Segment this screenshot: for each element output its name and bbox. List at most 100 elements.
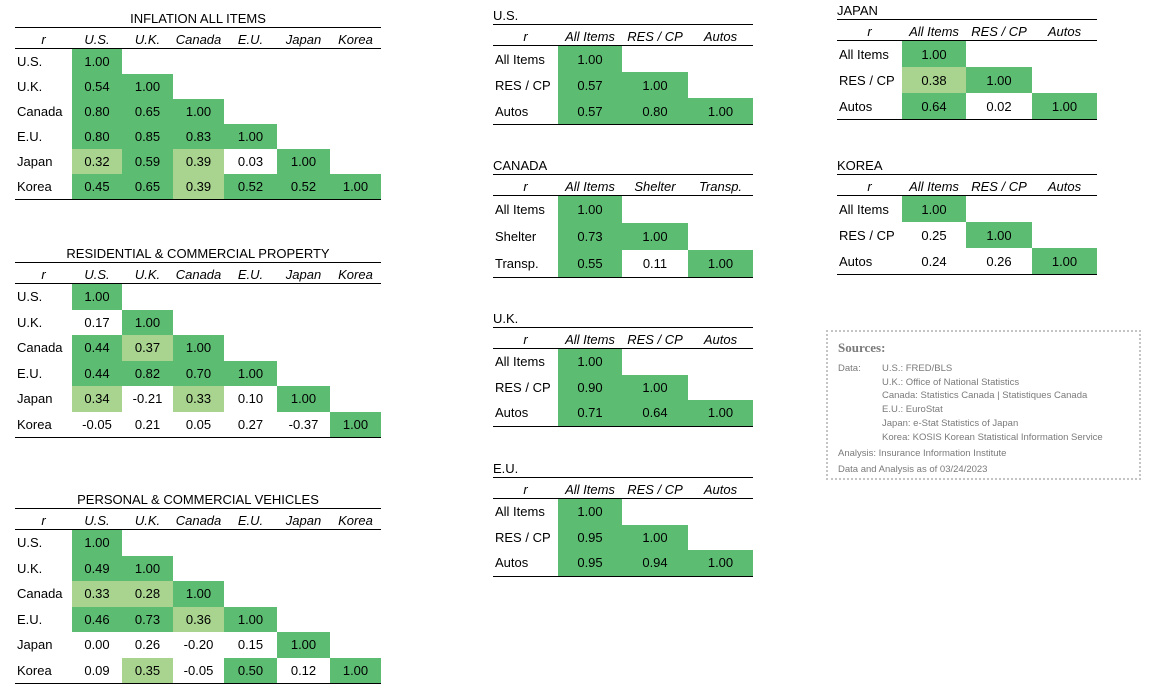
table-title: U.K. [493,310,753,328]
correlation-cell: 0.44 [72,335,122,361]
correlation-cell: 1.00 [688,98,753,125]
row-label: RES / CP [839,227,895,243]
correlation-cell [173,530,224,556]
column-header: RES / CP [622,25,688,46]
correlation-cell [277,74,330,99]
correlation-cell [688,375,753,401]
table-row: U.K. 0.54 1.00 [15,74,381,99]
table-res-com-property: RESIDENTIAL & COMMERCIAL PROPERTY r U.S. U.… [15,245,381,438]
correlation-cell: 1.00 [72,529,122,556]
correlation-cell: 0.80 [622,98,688,125]
correlation-cell: 1.00 [688,550,753,577]
column-header: All Items [558,478,622,499]
correlation-cell: 0.46 [72,606,122,632]
row-label: Autos [493,550,558,577]
correlation-cell: 0.65 [122,99,173,124]
row-label: Canada [17,104,63,119]
header-row: r All Items RES / CP Autos [837,175,1097,196]
correlation-cell: 0.71 [558,400,622,427]
correlation-cell: 0.38 [902,67,966,93]
correlation-cell: 0.25 [921,227,947,243]
correlation-cell [224,530,277,556]
correlation-cell: 1.00 [1032,93,1097,120]
row-label: All Items [495,202,545,217]
correlation-cell: 1.00 [277,149,330,174]
row-label: U.S. [17,535,43,551]
correlation-cell [330,335,381,361]
sources-box: Sources: Data: U.S.: FRED/BLS U.K.: Offi… [826,330,1141,480]
header-row: r All Items Shelter Transp. [493,175,753,196]
correlation-cell [173,310,224,336]
table-row: Japan 0.00 0.26 -0.20 0.15 1.00 [15,632,381,658]
correlation-cell [330,310,381,336]
table-row: Canada 0.80 0.65 1.00 [15,99,381,124]
table-title: JAPAN [837,2,1097,20]
correlation-cell: 0.00 [84,637,110,653]
correlation-cell [277,335,330,361]
row-label: RES / CP [495,379,551,395]
correlation-cell: 1.00 [558,348,622,375]
correlation-cell: 1.00 [330,411,381,438]
correlation-cell: 0.27 [224,411,277,438]
row-label: All Items [839,201,889,217]
correlation-cell [224,49,277,75]
correlation-cell: 1.00 [72,48,122,74]
row-label: All Items [495,504,545,520]
correlation-cell: 1.00 [966,222,1032,248]
correlation-cell [330,556,381,582]
correlation-cell [224,74,277,99]
table-row: Autos 0.57 0.80 1.00 [493,98,753,125]
table-row: Canada 0.44 0.37 1.00 [15,335,381,361]
correlation-cell: 0.57 [558,72,622,98]
correlation-cell: 0.54 [72,74,122,99]
table-row: RES / CP 0.38 1.00 [837,67,1097,93]
table-row: RES / CP 0.90 1.00 [493,374,753,401]
column-header: Autos [688,478,753,499]
correlation-cell: 0.65 [122,174,173,200]
row-label: Autos [837,93,902,120]
column-header: U.S. [72,263,122,284]
row-label: U.S. [17,54,43,69]
correlation-cell [688,196,753,224]
table-title: CANADA [493,157,753,175]
correlation-cell: 0.57 [558,98,622,125]
correlation-cell [330,530,381,556]
correlation-cell [224,556,277,582]
table-row: All Items 1.00 [493,195,753,224]
correlation-cell: 0.39 [173,174,224,200]
column-header: RES / CP [966,175,1032,196]
correlation-cell: 0.39 [173,149,224,174]
correlation-cell: 0.34 [72,386,122,412]
correlation-cell [330,581,381,607]
column-header: U.S. [72,28,122,49]
correlation-cell: 1.00 [1032,248,1097,275]
correlation-cell [622,499,688,525]
table-row: All Items 1.00 [493,498,753,525]
correlation-cell [1032,196,1097,223]
correlation-cell: 0.10 [237,391,264,407]
header-row: r U.S. U.K. Canada E.U. Japan Korea [15,28,381,49]
correlation-cell: 1.00 [688,400,753,427]
row-label: E.U. [17,611,43,627]
row-label: RES / CP [495,77,551,93]
correlation-cell: 0.33 [72,581,122,607]
correlation-cell: 0.05 [173,411,224,438]
table-title: RESIDENTIAL & COMMERCIAL PROPERTY [15,245,381,263]
column-header: U.K. [122,263,173,284]
correlation-cell: 1.00 [622,374,688,400]
correlation-cell: 1.00 [902,195,966,222]
correlation-cell: 1.00 [173,581,224,607]
column-header: U.K. [122,28,173,49]
correlation-cell [330,607,381,633]
correlation-cell [330,632,381,658]
correlation-cell [622,46,688,73]
table-title: U.S. [493,7,753,25]
correlation-cell: 1.00 [122,309,173,335]
correlation-cell [277,124,330,149]
correlation-cell: 0.09 [72,657,122,684]
table-row: RES / CP 0.57 1.00 [493,72,753,98]
correlation-cell: 0.21 [122,411,173,438]
correlation-cell [688,525,753,551]
correlation-cell: 0.64 [622,400,688,427]
column-header: U.S. [72,509,122,530]
